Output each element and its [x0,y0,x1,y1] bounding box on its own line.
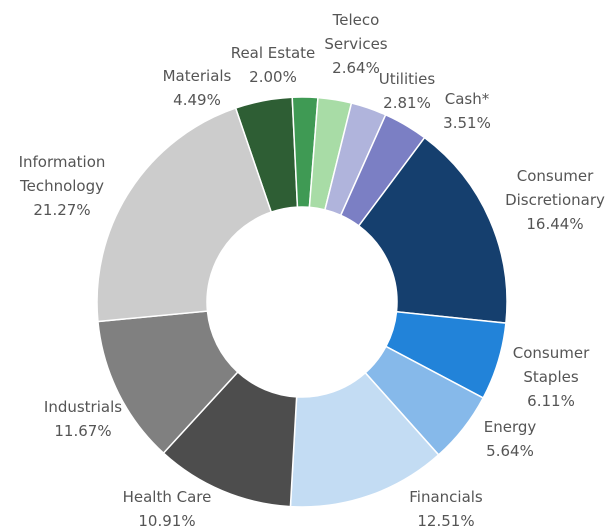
value-label: 12.51% [417,512,475,526]
category-label: Materials [162,67,232,85]
slice-label: Real Estate 2.00% [213,41,333,89]
value-label: 11.67% [54,422,112,440]
value-label: 2.00% [249,68,297,86]
category-label: Cash* [444,90,490,108]
value-label: 21.27% [33,201,91,219]
slice-label: Consumer Staples 6.11% [506,341,596,413]
category-label: Consumer Discretionary [505,167,605,209]
slice-label: Energy 5.64% [470,415,550,463]
value-label: 6.11% [527,392,575,410]
category-label: Consumer Staples [512,344,590,386]
value-label: 10.91% [138,512,196,526]
value-label: 16.44% [526,215,584,233]
category-label: Information Technology [18,153,106,195]
value-label: 4.49% [173,91,221,109]
category-label: Real Estate [230,44,316,62]
category-label: Teleco Services [324,11,388,53]
value-label: 2.81% [383,94,431,112]
value-label: 2.64% [332,59,380,77]
slice-label: Cash* 3.51% [427,87,507,135]
slice-label: Financials 12.51% [396,485,496,526]
value-label: 5.64% [486,442,534,460]
category-label: Energy [483,418,537,436]
slice [96,107,273,323]
slice-label: Utilities 2.81% [362,67,452,115]
slice-label: Industrials 11.67% [33,395,133,443]
category-label: Health Care [122,488,212,506]
slice-label: Health Care 10.91% [107,485,227,526]
category-label: Industrials [43,398,123,416]
value-label: 3.51% [443,114,491,132]
slice-label: Materials 4.49% [142,64,252,112]
slice-label: Information Technology 21.27% [7,150,117,222]
slice-label: Consumer Discretionary 16.44% [500,164,610,236]
category-label: Financials [409,488,483,506]
slice [357,136,508,324]
category-label: Utilities [378,70,436,88]
slice-label: Teleco Services 2.64% [321,8,391,80]
